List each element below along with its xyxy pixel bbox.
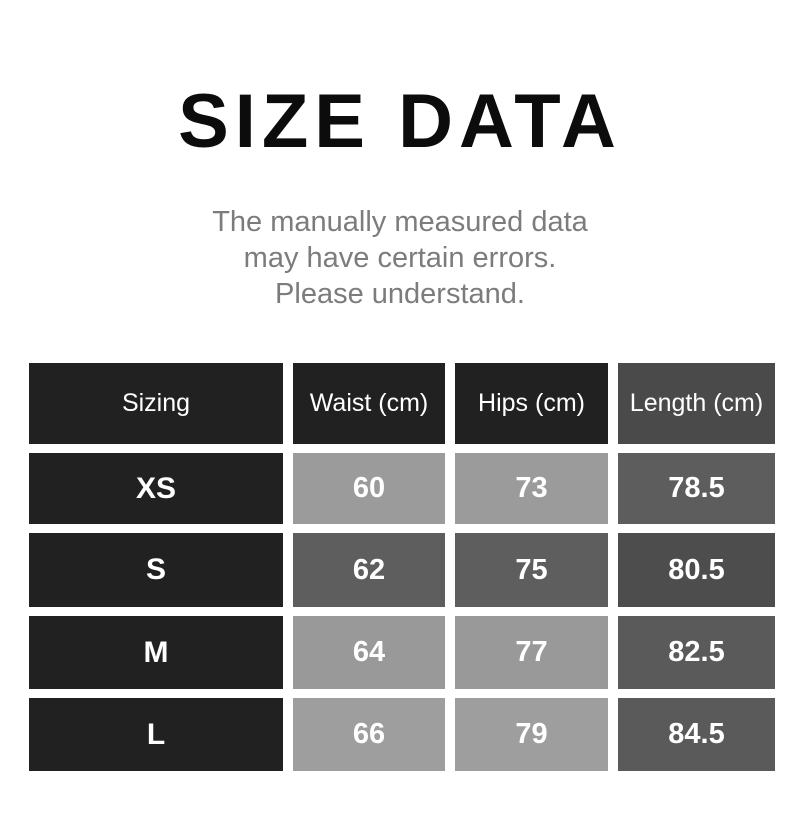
- row-xs-waist-cell: 60: [293, 453, 445, 524]
- row-l-size-cell: L: [29, 698, 283, 771]
- header-cell-waist: Waist (cm): [293, 363, 445, 444]
- row-l-hips-cell: 79: [455, 698, 608, 771]
- row-s-waist-cell: 62: [293, 533, 445, 607]
- row-s-length-cell: 80.5: [618, 533, 775, 607]
- row-l-waist-cell: 66: [293, 698, 445, 771]
- row-m-hips-cell: 77: [455, 616, 608, 689]
- size-table: Sizing Waist (cm) Hips (cm) Length (cm) …: [29, 363, 775, 773]
- row-l-length-cell: 84.5: [618, 698, 775, 771]
- row-xs-hips-cell: 73: [455, 453, 608, 524]
- page-subtitle: The manually measured data may have cert…: [0, 204, 800, 312]
- subtitle-line-2: may have certain errors.: [243, 242, 557, 274]
- subtitle-line-1: The manually measured data: [212, 206, 588, 238]
- row-m-size-cell: M: [29, 616, 283, 689]
- header-cell-length: Length (cm): [618, 363, 775, 444]
- row-xs-size-cell: XS: [29, 453, 283, 524]
- page-title: SIZE DATA: [178, 79, 622, 164]
- header-cell-hips: Hips (cm): [455, 363, 608, 444]
- header-cell-sizing: Sizing: [29, 363, 283, 444]
- row-xs-length-cell: 78.5: [618, 453, 775, 524]
- subtitle-line-3: Please understand.: [275, 278, 525, 310]
- row-m-waist-cell: 64: [293, 616, 445, 689]
- row-s-size-cell: S: [29, 533, 283, 607]
- row-s-hips-cell: 75: [455, 533, 608, 607]
- row-m-length-cell: 82.5: [618, 616, 775, 689]
